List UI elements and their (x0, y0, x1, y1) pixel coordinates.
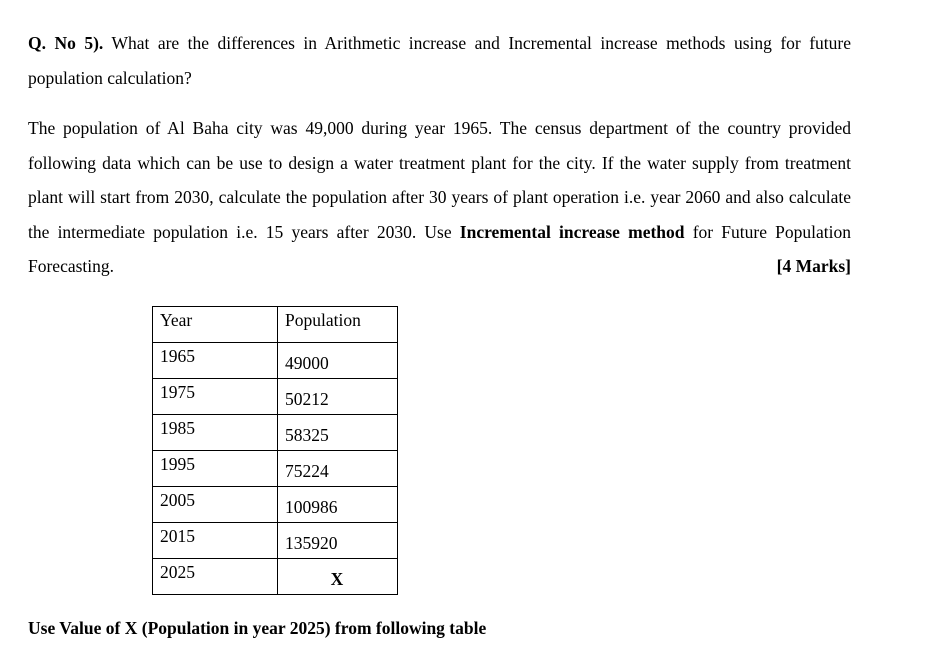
table-cell-population: 100986 (277, 485, 398, 523)
table-row: 2025 X (152, 557, 398, 595)
table-header-population: Population (277, 305, 398, 343)
population-table: Year Population 1965 49000 1975 50212 19… (152, 305, 398, 595)
table-cell-population: 49000 (277, 341, 398, 379)
body-paragraph: The population of Al Baha city was 49,00… (28, 111, 851, 284)
table-cell-year: 2015 (152, 521, 278, 559)
table-cell-year: 2025 (152, 557, 278, 595)
table-cell-year: 1985 (152, 413, 278, 451)
table-cell-population: 50212 (277, 377, 398, 415)
table-cell-population: 75224 (277, 449, 398, 487)
marks-label: [4 Marks] (776, 256, 851, 276)
body-text-part2: for Future Population Forecasting. (28, 221, 852, 277)
table-row: 2015 135920 (152, 521, 398, 559)
table-cell-population: 135920 (277, 521, 398, 559)
footer-note: Use Value of X (Population in year 2025)… (28, 617, 487, 638)
question-paragraph: Q. No 5). What are the differences in Ar… (28, 26, 851, 95)
body-bold-phrase: Incremental increase method (459, 221, 685, 242)
table-header-row: Year Population (152, 305, 398, 343)
table-cell-population: 58325 (277, 413, 398, 451)
table-cell-year: 1965 (152, 341, 278, 379)
table-row: 2005 100986 (152, 485, 398, 523)
table-cell-year: 2005 (152, 485, 278, 523)
question-text: What are the differences in Arithmetic i… (28, 33, 852, 88)
table-row: 1995 75224 (152, 449, 398, 487)
table-header-year: Year (152, 305, 278, 343)
body-text-part1: The population of Al Baha city was 49,00… (28, 118, 851, 242)
table-row: 1975 50212 (152, 377, 398, 415)
question-number: Q. No 5). (28, 33, 104, 53)
table-row: 1985 58325 (152, 413, 398, 451)
table-row: 1965 49000 (152, 341, 398, 379)
table-cell-population-x: X (277, 557, 398, 595)
table-cell-year: 1975 (152, 377, 278, 415)
table-cell-year: 1995 (152, 449, 278, 487)
